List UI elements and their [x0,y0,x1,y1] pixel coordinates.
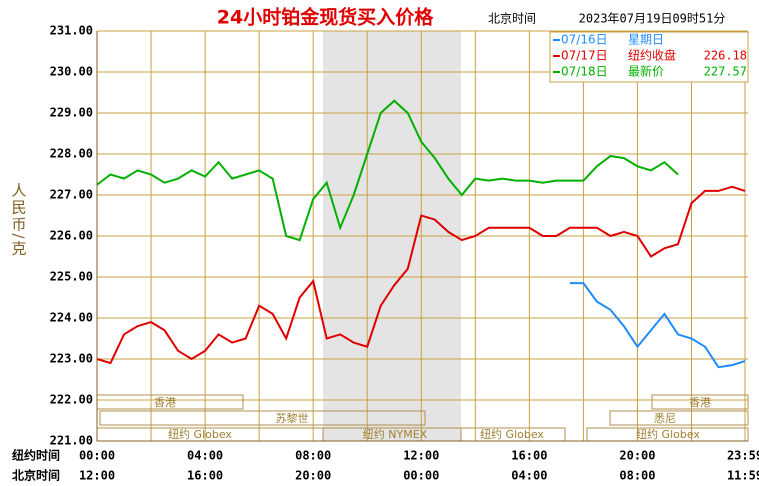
session-label: 纽约 Globex [480,427,544,441]
y-tick-label: 226.00 [50,229,93,243]
y-tick-label: 224.00 [50,311,93,325]
legend-value: 226.18 [704,49,747,63]
series-line [569,282,746,369]
y-axis-label-text: 人民币/克 [10,182,28,257]
x-tick-label-beijing: 16:00 [187,469,223,483]
x-tick-label-beijing: 04:00 [511,469,547,483]
legend-name: 07/16日 [561,33,608,47]
session-label: 纽约 Globex [168,427,232,441]
x-tick-label: 23:59 [727,449,759,463]
y-tick-label: 221.00 [50,434,93,448]
subtitle: 2023年07月19日09时51分 [579,12,726,26]
session-label: 香港 [689,396,711,409]
x-tick-label: 00:00 [79,449,115,463]
series-line [96,185,746,365]
legend-note: 最新价 [628,64,664,79]
lines [96,99,746,369]
legend-name: 07/17日 [561,49,608,63]
session-label: 纽约 NYMEX [363,427,428,441]
x-tick-label: 16:00 [511,449,547,463]
x-tick-label: 12:00 [403,449,439,463]
session-label: 悉尼 [654,412,676,425]
x-tick-label-beijing: 08:00 [619,469,655,483]
y-axis-label: 人民币/克 [10,182,28,257]
session-label: 纽约 Globex [636,427,700,441]
subtitle-label: 北京时间 [488,12,536,26]
y-tick-label: 222.00 [50,393,93,407]
x-tick-label: 04:00 [187,449,223,463]
x-tick-label: 20:00 [619,449,655,463]
legend [549,31,749,83]
y-tick-label: 228.00 [50,147,93,161]
x-row-label: 纽约时间 [12,448,60,463]
x-tick-label-beijing: 00:00 [403,469,439,483]
legend-name: 07/18日 [561,65,608,79]
session-band [609,410,749,426]
session-label: 苏黎世 [276,411,309,425]
sessions: 香港 香港 苏黎世 悉尼 纽约 Globex 纽约 NYMEX 纽约 Globe… [96,394,749,442]
y-tick-label: 229.00 [50,106,93,120]
legend-note: 星期日 [628,33,664,47]
x-tick-label-beijing: 12:00 [79,469,115,483]
y-tick-label: 230.00 [50,65,93,79]
x-tick-label: 08:00 [295,449,331,463]
series-line [96,99,679,242]
y-tick-label: 223.00 [50,352,93,366]
x-tick-label-beijing: 11:59 [727,469,759,483]
chart-title: 24小时铂金现货买入价格 [217,6,434,29]
legend-items: 07/16日 星期日 07/17日 纽约收盘 226.18 07/18日 最新价 227.57 [553,33,747,79]
y-tick-label: 225.00 [50,270,93,284]
legend-value: 227.57 [704,65,747,79]
legend-note: 纽约收盘 [628,48,676,63]
session-label: 香港 [154,396,176,409]
x-row-label: 北京时间 [12,468,60,483]
session-band [99,410,426,426]
y-tick-label: 231.00 [50,24,93,38]
session-band [651,394,749,410]
y-tick-label: 227.00 [50,188,93,202]
x-tick-label-beijing: 20:00 [295,469,331,483]
